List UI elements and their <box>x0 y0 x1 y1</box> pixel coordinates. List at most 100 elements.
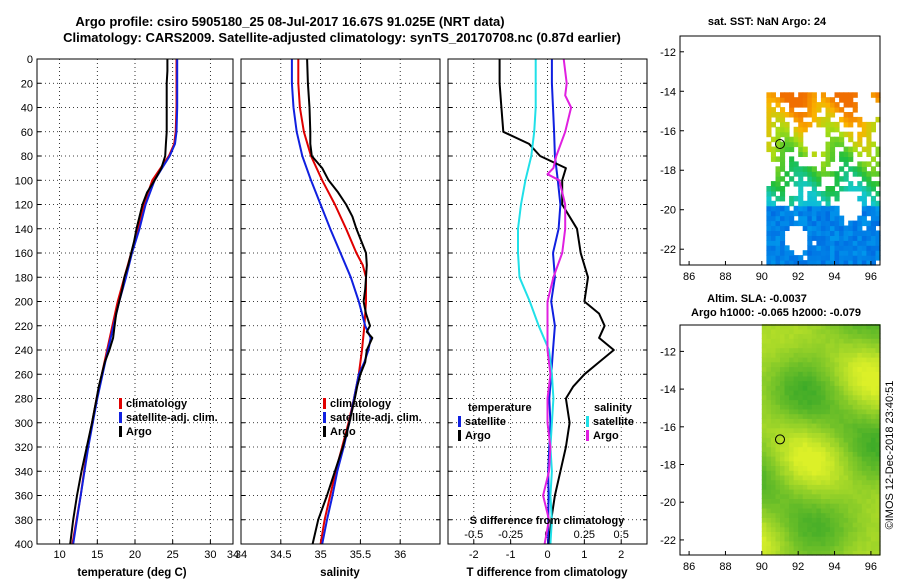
depth-tick-label: 380 <box>15 515 33 527</box>
map-y-tick-label: -18 <box>660 460 676 472</box>
plot-frame <box>240 58 441 545</box>
legend-label: satellite-adj. clim. <box>330 412 422 424</box>
legend-swatch <box>119 426 122 437</box>
x-tick-label: 15 <box>91 549 103 561</box>
map-x-tick-label: 96 <box>865 271 877 283</box>
legend-label: satellite-adj. clim. <box>126 412 218 424</box>
map-x-tick-label: 94 <box>828 561 840 573</box>
depth-tick-label: 320 <box>15 442 33 454</box>
difference-xlabel-t: T difference from climatology <box>466 567 628 579</box>
plot-frame <box>447 58 648 545</box>
depth-tick-label: 80 <box>21 151 33 163</box>
legend-label: Argo <box>465 430 491 442</box>
legend-swatch <box>323 398 326 409</box>
map-x-tick-label: 88 <box>719 561 731 573</box>
legend-label: climatology <box>330 398 392 410</box>
depth-tick-label: 140 <box>15 224 33 236</box>
x-tick-label: 36 <box>394 549 406 561</box>
imos-credit: ©IMOS 12-Dec-2018 23:40:51 <box>884 381 896 530</box>
depth-tick-label: 360 <box>15 491 33 503</box>
map-y-tick-label: -20 <box>660 497 676 509</box>
legend-label: Argo <box>330 426 356 438</box>
map-y-tick-label: -14 <box>660 86 676 98</box>
legend-swatch <box>458 430 461 441</box>
difference-xlabel-s: S difference from climatology <box>470 515 626 527</box>
diff-s-tick-label: 0.5 <box>614 529 629 541</box>
map-x-tick-label: 86 <box>683 271 695 283</box>
series-argo <box>306 58 374 545</box>
sla-map-panel: 86 88 90 92 94 96 -12 -14 -16 -18 -20 -22 <box>660 324 881 573</box>
depth-tick-label: 260 <box>15 369 33 381</box>
sst-map-panel: 86 88 90 92 94 96 -12 -14 -16 -18 -20 -22 <box>660 35 881 283</box>
depth-tick-label: 180 <box>15 272 33 284</box>
x-tick-label: 30 <box>204 549 216 561</box>
depth-tick-label: 40 <box>21 103 33 115</box>
map-x-tick-label: 86 <box>683 561 695 573</box>
legend-label: satellite <box>593 416 634 428</box>
legend-swatch <box>586 430 589 441</box>
title-line-1: Argo profile: csiro 5905180_25 08-Jul-20… <box>75 14 504 29</box>
x-tick-label: 35.5 <box>350 549 371 561</box>
legend-swatch <box>586 416 589 427</box>
series-climatology <box>71 59 178 545</box>
map-y-tick-label: -22 <box>660 244 676 256</box>
legend-title-temperature: temperature <box>468 402 532 414</box>
sla-field-cells <box>761 324 881 556</box>
depth-tick-label: 240 <box>15 345 33 357</box>
map-y-tick-label: -12 <box>660 47 676 59</box>
map-y-tick-label: -18 <box>660 165 676 177</box>
map-y-tick-label: -14 <box>660 384 676 396</box>
legend-swatch <box>119 412 122 423</box>
depth-tick-label: 100 <box>15 175 33 187</box>
map-frame <box>679 324 881 556</box>
legend-swatch <box>323 426 326 437</box>
argo-position-marker <box>775 138 785 149</box>
legend-label: satellite <box>465 416 506 428</box>
diff-t-tick-label: 2 <box>618 549 624 561</box>
sla-map-subtitle: Argo h1000: -0.065 h2000: -0.079 <box>691 307 861 319</box>
legend-swatch <box>119 398 122 409</box>
diff-t-tick-label: -2 <box>469 549 479 561</box>
map-y-tick-label: -22 <box>660 535 676 547</box>
depth-tick-label: 120 <box>15 200 33 212</box>
series-s-satellite <box>517 59 555 545</box>
x-tick-label: 34.5 <box>270 549 291 561</box>
argo-position-marker <box>775 434 785 445</box>
diff-s-tick-label: -0.25 <box>498 529 523 541</box>
series-s-argo <box>542 58 573 545</box>
legend-label: climatology <box>126 398 188 410</box>
x-tick-label: 10 <box>53 549 65 561</box>
depth-tick-label: 220 <box>15 321 33 333</box>
x-tick-label: 34 <box>227 549 239 561</box>
map-frame <box>679 35 881 266</box>
series-climatology <box>297 59 367 545</box>
salinity-panel: 34 34.5 35 35.5 36 climatology satellite-adj. … <box>235 58 441 561</box>
depth-tick-label: 20 <box>21 78 33 90</box>
depth-tick-label: 340 <box>15 466 33 478</box>
x-tick-label: 25 <box>167 549 179 561</box>
temperature-panel: 0 20 40 60 80 100 120 140 160 180 200 220 240 260 280 3… <box>15 54 239 561</box>
legend-swatch <box>458 416 461 427</box>
depth-tick-label: 0 <box>27 54 33 66</box>
legend-label: Argo <box>593 430 619 442</box>
salinity-xlabel: salinity <box>320 567 360 579</box>
sla-map-title: Altim. SLA: -0.0037 <box>707 293 807 305</box>
sst-map-title: sat. SST: NaN Argo: 24 <box>708 16 827 28</box>
x-tick-label: 34 <box>235 549 247 561</box>
depth-tick-label: 400 <box>15 539 33 551</box>
legend-swatch <box>323 412 326 423</box>
diff-s-tick-label: -0.5 <box>464 529 483 541</box>
map-x-tick-label: 88 <box>719 271 731 283</box>
depth-tick-label: 300 <box>15 418 33 430</box>
sst-field-cells <box>766 92 881 266</box>
depth-tick-label: 60 <box>21 127 33 139</box>
legend-title-salinity: salinity <box>594 402 633 414</box>
depth-tick-label: 280 <box>15 394 33 406</box>
x-tick-label: 20 <box>129 549 141 561</box>
x-tick-label: 35 <box>314 549 326 561</box>
depth-tick-label: 200 <box>15 297 33 309</box>
legend-label: Argo <box>126 426 152 438</box>
map-y-tick-label: -12 <box>660 346 676 358</box>
